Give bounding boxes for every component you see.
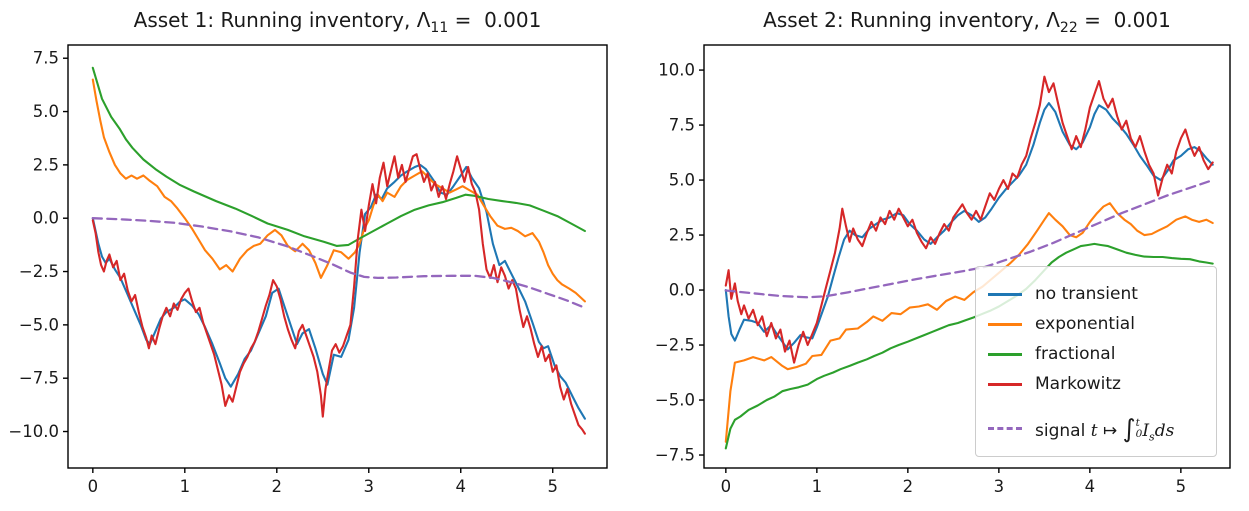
- x-tick-label: 0: [88, 477, 99, 496]
- legend-item-signal: signal t ↦ ∫ t 0 Isds: [988, 409, 1206, 447]
- x-tick-label: 4: [1085, 477, 1096, 496]
- y-tick-label: −7.5: [655, 446, 695, 465]
- chart2-title-prefix: Asset 2: Running inventory, Λ: [763, 8, 1060, 32]
- series-no-transient-line: [724, 102, 1214, 351]
- y-tick-label: 2.5: [669, 226, 695, 245]
- chart2-title: Asset 2: Running inventory, Λ22 = 0.001: [704, 8, 1230, 36]
- series-signal-line: [724, 178, 1214, 299]
- legend-item-no-transient: no transient: [988, 279, 1206, 309]
- y-tick-label: 10.0: [658, 61, 695, 80]
- y-tick-label: 0.0: [669, 281, 695, 300]
- legend-swatch-exponential-line-icon: [988, 322, 1022, 326]
- y-tick-label: 5.0: [33, 102, 59, 121]
- series-exponential-line: [91, 78, 586, 303]
- x-tick-label: 1: [180, 477, 191, 496]
- x-tick-label: 2: [272, 477, 283, 496]
- x-tick-label: 5: [1176, 477, 1187, 496]
- legend-item-fractional: fractional: [988, 339, 1206, 369]
- y-tick-label: 7.5: [669, 116, 695, 135]
- y-tick-label: −5.0: [655, 391, 695, 410]
- chart1-title-prefix: Asset 1: Running inventory, Λ: [133, 8, 431, 32]
- y-tick-label: 2.5: [33, 155, 59, 174]
- y-tick-label: −2.5: [655, 336, 695, 355]
- legend-swatch-no-transient-line-icon: [988, 292, 1022, 296]
- y-tick-label: −7.5: [19, 369, 59, 388]
- x-tick-label: 3: [994, 477, 1005, 496]
- x-tick-label: 0: [721, 477, 732, 496]
- legend: no transient exponential fractional Markowi…: [975, 266, 1217, 457]
- legend-label-signal: signal t ↦ ∫ t 0 Isds: [1035, 413, 1175, 444]
- legend-swatch-markowitz-line-icon: [988, 382, 1022, 386]
- series-no-transient-line: [91, 163, 586, 420]
- legend-label-exponential: exponential: [1035, 314, 1135, 334]
- plot-border: [703, 44, 1231, 469]
- y-tick-label: −2.5: [19, 262, 59, 281]
- y-tick-label: −5.0: [19, 315, 59, 334]
- y-tick-label: 7.5: [33, 49, 59, 68]
- series-markowitz-line: [724, 75, 1214, 364]
- x-tick-label: 4: [456, 477, 467, 496]
- legend-swatch-fractional-line-icon: [988, 352, 1022, 356]
- x-tick-label: 3: [364, 477, 375, 496]
- series-fractional-line: [91, 66, 586, 247]
- series-markowitz-line: [91, 153, 586, 435]
- legend-item-markowitz: Markowitz: [988, 369, 1206, 399]
- legend-label-no-transient: no transient: [1035, 284, 1138, 304]
- series-signal-line: [91, 217, 587, 309]
- plot-border: [67, 44, 608, 469]
- legend-item-exponential: exponential: [988, 309, 1206, 339]
- y-tick-label: −10.0: [8, 422, 59, 441]
- chart1-title-suffix: = 0.001: [448, 8, 542, 32]
- chart-1-series-group: [91, 66, 587, 435]
- legend-label-markowitz: Markowitz: [1035, 374, 1121, 394]
- legend-swatch-signal-dashed-line-icon: [988, 426, 1022, 430]
- legend-label-fractional: fractional: [1035, 344, 1116, 364]
- chart1-title-subscript: 11: [430, 20, 449, 36]
- y-tick-label: 0.0: [33, 209, 59, 228]
- chart2-title-suffix: = 0.001: [1077, 8, 1171, 32]
- series-fractional-line: [724, 242, 1214, 450]
- x-tick-label: 2: [903, 477, 914, 496]
- chart2-title-subscript: 22: [1059, 20, 1078, 36]
- x-tick-label: 1: [812, 477, 823, 496]
- integral-sign: ∫: [1122, 413, 1136, 443]
- chart1-title: Asset 1: Running inventory, Λ11 = 0.001: [68, 8, 607, 36]
- y-tick-label: 5.0: [669, 171, 695, 190]
- x-tick-label: 5: [547, 477, 558, 496]
